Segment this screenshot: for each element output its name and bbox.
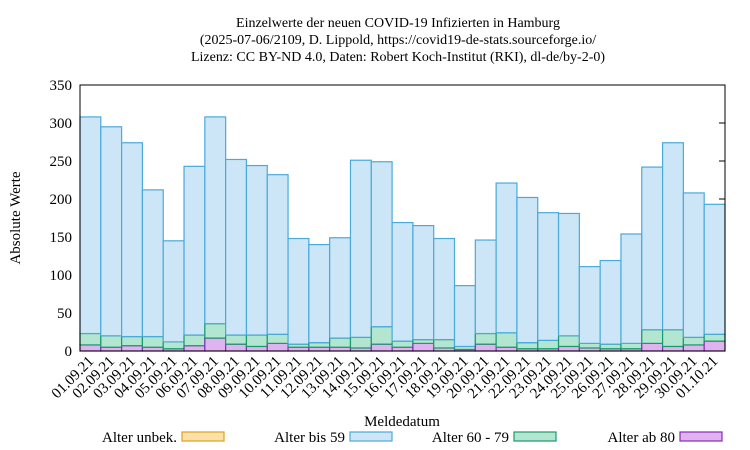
bar-segment	[661, 329, 684, 348]
bar-segment	[225, 343, 248, 352]
bar-segment	[308, 244, 331, 344]
bar-segment	[682, 336, 705, 346]
plot-frame	[79, 84, 726, 352]
bar-segment	[79, 116, 102, 335]
bar-segment	[183, 334, 206, 347]
bar-segment	[433, 339, 456, 349]
bar-segment	[349, 336, 372, 349]
y-tick-label: 250	[50, 154, 73, 170]
bar-segment	[474, 343, 497, 352]
bar-segment	[121, 345, 144, 352]
bar-segment	[495, 182, 518, 334]
bar-segment	[287, 237, 310, 345]
bar-segment	[537, 339, 560, 350]
bar-segment	[204, 337, 227, 352]
bar-segment	[183, 165, 206, 336]
bar-segment	[225, 334, 248, 345]
bar-segment	[537, 212, 560, 341]
legend-swatch	[679, 431, 723, 442]
bar-segment	[703, 203, 726, 335]
bar-segment	[266, 333, 289, 344]
bar-segment	[412, 225, 435, 341]
y-tick-label: 200	[50, 192, 73, 208]
bar-segment	[599, 259, 622, 345]
legend-swatch	[513, 431, 557, 442]
legend-swatch	[181, 431, 225, 442]
bar-segment	[641, 342, 664, 352]
chart-subtitle: Lizenz: CC BY-ND 4.0, Daten: Robert Koch…	[191, 50, 605, 65]
bar-segment	[620, 233, 643, 345]
bar-segment	[641, 329, 664, 345]
bar-segment	[183, 345, 206, 352]
legend-label: Alter 60 - 79	[432, 430, 509, 446]
bar-segment	[349, 159, 372, 338]
bar-segment	[204, 116, 227, 325]
bar-segment	[474, 332, 497, 345]
bar-segment	[79, 332, 102, 346]
bar-segment	[578, 266, 601, 345]
bar-segment	[474, 239, 497, 335]
bar-segment	[370, 326, 393, 345]
bar-segment	[661, 345, 684, 352]
bar-segment	[370, 161, 393, 328]
chart-title: Einzelwerte der neuen COVID-19 Infiziert…	[236, 16, 560, 31]
bar-segment	[557, 335, 580, 348]
bar-segment	[245, 334, 268, 348]
bar-segment	[391, 340, 414, 348]
legend-label: Alter unbek.	[102, 430, 177, 446]
y-tick-label: 100	[50, 268, 73, 284]
bar-segment	[599, 343, 622, 350]
bar-segment	[391, 221, 414, 342]
bar-segment	[370, 343, 393, 352]
bar-segment	[141, 335, 164, 348]
bar-segment	[516, 196, 539, 344]
bar-segment	[641, 166, 664, 331]
bar-segment	[266, 342, 289, 352]
y-tick-label: 350	[50, 78, 73, 94]
bar-segment	[162, 341, 185, 350]
bar-segment	[495, 332, 518, 348]
bar-segment	[557, 212, 580, 337]
legend-swatch	[349, 431, 393, 442]
bar-segment	[682, 344, 705, 352]
bar-segment	[121, 142, 144, 338]
bar-segment	[578, 342, 601, 349]
bar-segment	[620, 342, 643, 350]
bar-segment	[703, 340, 726, 352]
bar-segment	[433, 237, 456, 341]
bar-segment	[225, 158, 248, 336]
bar-segment	[121, 335, 144, 347]
bar-segment	[162, 240, 185, 343]
bar-segment	[79, 344, 102, 352]
bar-segment	[661, 142, 684, 331]
bar-segment	[204, 323, 227, 339]
y-tick-label: 0	[65, 344, 73, 360]
bar-segment	[682, 192, 705, 338]
bar-segment	[412, 342, 435, 352]
bar-segment	[557, 345, 580, 352]
bar-segment	[245, 164, 268, 336]
legend-label: Alter ab 80	[608, 430, 675, 446]
chart-subtitle: (2025-07-06/2109, D. Lippold, https://co…	[200, 33, 596, 48]
y-tick-label: 50	[57, 306, 72, 322]
bar-segment	[703, 333, 726, 342]
y-axis-label: Absolute Werte	[8, 171, 24, 264]
bar-segment	[308, 342, 331, 348]
legend-label: Alter bis 59	[274, 430, 345, 446]
bar-segment	[329, 237, 352, 339]
bar-segment	[516, 342, 539, 350]
y-tick-label: 150	[50, 230, 73, 246]
bar-segment	[141, 189, 164, 338]
y-tick-label: 300	[50, 116, 73, 132]
bar-segment	[100, 126, 123, 337]
bar-segment	[453, 285, 476, 348]
bar-segment	[266, 174, 289, 335]
bar-segment	[329, 337, 352, 348]
x-axis-label: Meldedatum	[364, 414, 440, 430]
bar-segment	[100, 335, 123, 348]
bar-segment	[245, 345, 268, 352]
